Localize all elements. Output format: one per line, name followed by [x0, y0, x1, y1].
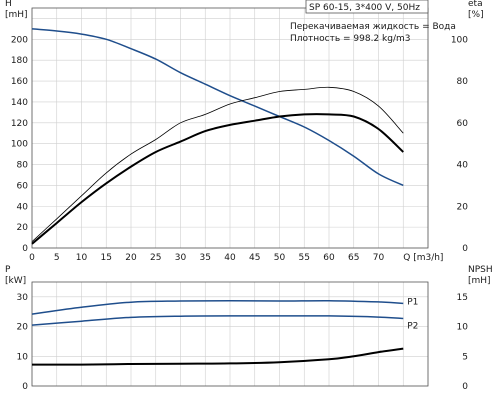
y-tick-label-left: 60: [17, 181, 29, 191]
chart-title: SP 60-15, 3*400 V, 50Hz: [309, 3, 420, 13]
series-label-p2: P2: [407, 322, 418, 332]
info-line: Плотность = 998.2 kg/m3: [290, 34, 411, 44]
x-tick-label: 25: [150, 253, 161, 263]
left-axis-label: [kW]: [5, 276, 26, 286]
series-label-p1: P1: [407, 297, 418, 307]
x-tick-label: 70: [373, 253, 385, 263]
y-tick-label-left: 180: [11, 56, 28, 66]
left-axis-label: P: [5, 265, 11, 275]
plot-frame: [31, 281, 429, 387]
x-axis-label: Q [m3/h]: [403, 253, 443, 263]
x-tick-label: 20: [125, 253, 137, 263]
y-tick-label-left: 100: [11, 140, 28, 150]
y-tick-label-left: 10: [17, 352, 29, 362]
series-line-p1: [31, 299, 404, 315]
y-tick-label-right: 5: [462, 352, 468, 362]
y-tick-label-right: 100: [451, 35, 468, 45]
x-tick-label: 45: [249, 253, 260, 263]
y-tick-label-right: 60: [457, 119, 469, 129]
x-tick-label: 55: [299, 253, 310, 263]
y-tick-label-right: 40: [457, 161, 469, 171]
left-axis-label: [mH]: [5, 10, 28, 20]
y-tick-label-left: 20: [17, 223, 29, 233]
y-tick-label-left: 0: [22, 244, 28, 254]
left-axis-label: H: [5, 0, 12, 9]
y-tick-label-left: 200: [11, 35, 28, 45]
series-line-npsh: [31, 347, 404, 366]
series-line-eta: [31, 113, 404, 245]
y-tick-label-right: 10: [457, 323, 469, 333]
y-tick-label-left: 80: [17, 161, 29, 171]
x-tick-label: 60: [323, 253, 335, 263]
series-line-eta-thin: [31, 86, 404, 242]
y-tick-label-right: 80: [457, 77, 469, 87]
y-tick-label-right: 20: [457, 202, 469, 212]
x-tick-label: 10: [76, 253, 88, 263]
y-tick-label-left: 140: [11, 98, 28, 108]
x-tick-label: 0: [29, 253, 35, 263]
x-tick-label: 30: [175, 253, 187, 263]
y-tick-label-left: 120: [11, 119, 28, 129]
head-efficiency-panel: [31, 0, 429, 249]
x-tick-label: 40: [224, 253, 236, 263]
x-tick-label: 50: [274, 253, 286, 263]
series-line-p2: [31, 315, 404, 326]
y-tick-label-left: 160: [11, 77, 28, 87]
power-npsh-panel: [31, 281, 429, 387]
y-tick-label-right: 15: [457, 293, 468, 303]
right-axis-label: eta: [468, 0, 483, 9]
y-tick-label-right: 0: [462, 244, 468, 254]
y-tick-label-left: 20: [17, 323, 29, 333]
info-line: Перекачиваемая жидкость = Вода: [290, 22, 456, 32]
y-tick-label-right: 0: [462, 382, 468, 392]
right-axis-label: [mH]: [468, 276, 491, 286]
x-tick-label: 35: [200, 253, 211, 263]
y-tick-label-left: 40: [17, 202, 29, 212]
title-box: [305, 0, 429, 14]
plot-frame: [31, 7, 429, 249]
x-tick-label: 5: [54, 253, 60, 263]
x-tick-label: 15: [101, 253, 112, 263]
x-tick-label: 65: [348, 253, 359, 263]
y-tick-label-left: 30: [17, 293, 29, 303]
right-axis-label: [%]: [468, 10, 484, 20]
right-axis-label: NPSH: [468, 265, 493, 275]
series-line-h: [31, 28, 404, 187]
y-tick-label-left: 0: [22, 382, 28, 392]
